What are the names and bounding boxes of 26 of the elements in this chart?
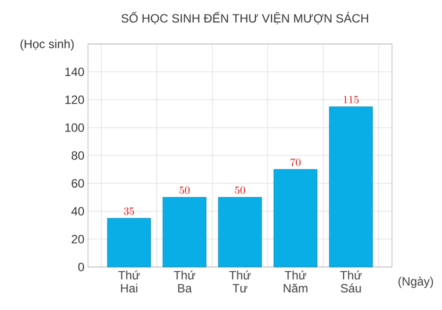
data-label: 50 bbox=[180, 186, 190, 194]
y-axis-title: (Học sinh) bbox=[20, 39, 74, 51]
y-tick-label: 40 bbox=[71, 206, 84, 216]
x-tick-label: Thứ Hai bbox=[118, 270, 140, 292]
y-tick-label: 140 bbox=[65, 68, 84, 76]
x-tick-label: Thứ Tư bbox=[229, 270, 251, 292]
x-axis-title: (Ngày) bbox=[398, 276, 433, 288]
x-tick-label: Thứ Năm bbox=[284, 270, 308, 292]
data-label: 115 bbox=[344, 96, 359, 104]
bar bbox=[274, 169, 318, 268]
y-tick-label: 60 bbox=[72, 179, 84, 188]
y-tick-label: 0 bbox=[78, 262, 84, 272]
bar bbox=[218, 197, 262, 268]
chart-title: SỐ HỌC SINH ĐẾN THƯ VIỆN MƯỢN SÁCH bbox=[121, 12, 368, 24]
bar bbox=[162, 197, 206, 268]
x-tick-label: Thứ Sáu bbox=[340, 270, 362, 292]
y-tick-label: 80 bbox=[72, 151, 84, 160]
x-tick-label: Thứ Ba bbox=[174, 270, 196, 292]
bar bbox=[107, 218, 151, 268]
y-tick-label: 120 bbox=[65, 96, 84, 104]
bar bbox=[329, 106, 373, 268]
y-tick-label: 20 bbox=[72, 234, 84, 244]
data-label: 70 bbox=[290, 158, 301, 166]
data-label: 50 bbox=[235, 186, 246, 194]
data-label: 35 bbox=[124, 207, 134, 215]
y-tick-label: 100 bbox=[65, 123, 84, 132]
